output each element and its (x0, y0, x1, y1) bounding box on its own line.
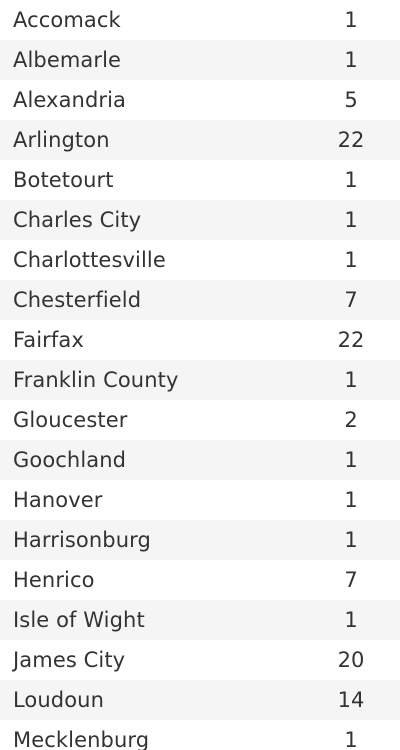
county-count: 2 (344, 408, 358, 432)
county-name: Charlottesville (13, 248, 166, 272)
table-row[interactable]: Albemarle 1 (0, 40, 400, 80)
county-name: Loudoun (13, 688, 104, 712)
county-name: Mecklenburg (13, 728, 150, 750)
county-count: 14 (337, 688, 365, 712)
county-count: 1 (344, 168, 358, 192)
table-row[interactable]: Mecklenburg 1 (0, 720, 400, 750)
county-name: Goochland (13, 448, 127, 472)
county-count: 22 (337, 128, 365, 152)
table-row[interactable]: Arlington 22 (0, 120, 400, 160)
county-name: James City (13, 648, 126, 672)
table-row[interactable]: Charles City 1 (0, 200, 400, 240)
table-row[interactable]: Goochland 1 (0, 440, 400, 480)
county-name: Harrisonburg (13, 528, 151, 552)
county-name: Franklin County (13, 368, 179, 392)
county-count: 1 (344, 208, 358, 232)
table-row[interactable]: James City 20 (0, 640, 400, 680)
table-row[interactable]: Charlottesville 1 (0, 240, 400, 280)
county-name: Fairfax (13, 328, 84, 352)
county-count: 7 (344, 288, 358, 312)
county-count: 20 (337, 648, 365, 672)
table-row[interactable]: Alexandria 5 (0, 80, 400, 120)
county-count: 1 (344, 608, 358, 632)
county-name: Botetourt (13, 168, 114, 192)
county-count: 1 (344, 488, 358, 512)
county-name: Arlington (13, 128, 110, 152)
table-row[interactable]: Henrico 7 (0, 560, 400, 600)
county-name: Albemarle (13, 48, 122, 72)
table-row[interactable]: Accomack 1 (0, 0, 400, 40)
table-row[interactable]: Fairfax 22 (0, 320, 400, 360)
county-name: Isle of Wight (13, 608, 145, 632)
county-count: 1 (344, 48, 358, 72)
county-count: 1 (344, 528, 358, 552)
county-count: 5 (344, 88, 358, 112)
county-count: 22 (337, 328, 365, 352)
county-name: Hanover (13, 488, 103, 512)
county-count: 7 (344, 568, 358, 592)
table-row[interactable]: Harrisonburg 1 (0, 520, 400, 560)
table-row[interactable]: Chesterfield 7 (0, 280, 400, 320)
table-row[interactable]: Loudoun 14 (0, 680, 400, 720)
table-row[interactable]: Botetourt 1 (0, 160, 400, 200)
table-row[interactable]: Franklin County 1 (0, 360, 400, 400)
county-name: Gloucester (13, 408, 128, 432)
county-name: Charles City (13, 208, 142, 232)
table-row[interactable]: Gloucester 2 (0, 400, 400, 440)
table-row[interactable]: Isle of Wight 1 (0, 600, 400, 640)
county-name: Accomack (13, 8, 121, 32)
county-name: Alexandria (13, 88, 127, 112)
county-name: Chesterfield (13, 288, 142, 312)
county-count: 1 (344, 8, 358, 32)
county-count: 1 (344, 728, 358, 750)
county-count: 1 (344, 248, 358, 272)
county-name: Henrico (13, 568, 95, 592)
county-count: 1 (344, 368, 358, 392)
table-row[interactable]: Hanover 1 (0, 480, 400, 520)
county-count: 1 (344, 448, 358, 472)
